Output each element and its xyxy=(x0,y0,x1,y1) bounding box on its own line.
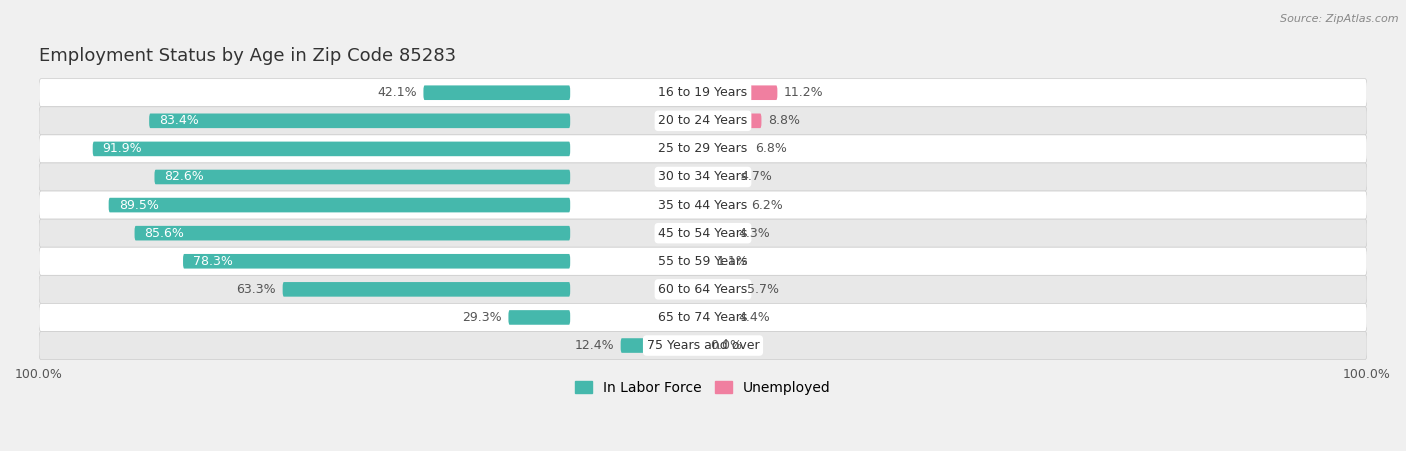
Text: 16 to 19 Years: 16 to 19 Years xyxy=(658,86,748,99)
FancyBboxPatch shape xyxy=(703,114,762,128)
Text: 29.3%: 29.3% xyxy=(463,311,502,324)
Text: 6.8%: 6.8% xyxy=(755,143,787,156)
FancyBboxPatch shape xyxy=(39,304,1367,331)
Text: 4.4%: 4.4% xyxy=(740,311,770,324)
FancyBboxPatch shape xyxy=(703,85,778,100)
FancyBboxPatch shape xyxy=(149,114,571,128)
FancyBboxPatch shape xyxy=(39,78,1367,107)
FancyBboxPatch shape xyxy=(703,198,744,212)
FancyBboxPatch shape xyxy=(135,226,571,240)
Text: 11.2%: 11.2% xyxy=(785,86,824,99)
FancyBboxPatch shape xyxy=(155,170,571,184)
Text: 65 to 74 Years: 65 to 74 Years xyxy=(658,311,748,324)
FancyBboxPatch shape xyxy=(620,338,703,353)
Text: 35 to 44 Years: 35 to 44 Years xyxy=(658,198,748,212)
FancyBboxPatch shape xyxy=(703,142,748,156)
Text: 12.4%: 12.4% xyxy=(575,339,614,352)
FancyBboxPatch shape xyxy=(39,191,1367,219)
Text: Source: ZipAtlas.com: Source: ZipAtlas.com xyxy=(1281,14,1399,23)
Text: 25 to 29 Years: 25 to 29 Years xyxy=(658,143,748,156)
Text: 30 to 34 Years: 30 to 34 Years xyxy=(658,170,748,184)
Text: 60 to 64 Years: 60 to 64 Years xyxy=(658,283,748,296)
Legend: In Labor Force, Unemployed: In Labor Force, Unemployed xyxy=(569,375,837,400)
Text: 75 Years and over: 75 Years and over xyxy=(647,339,759,352)
FancyBboxPatch shape xyxy=(183,254,571,268)
Text: 0.0%: 0.0% xyxy=(710,339,741,352)
Text: 82.6%: 82.6% xyxy=(165,170,204,184)
FancyBboxPatch shape xyxy=(423,85,571,100)
FancyBboxPatch shape xyxy=(703,282,741,297)
FancyBboxPatch shape xyxy=(703,310,733,325)
FancyBboxPatch shape xyxy=(39,331,1367,359)
FancyBboxPatch shape xyxy=(39,219,1367,247)
Text: 78.3%: 78.3% xyxy=(193,255,233,268)
FancyBboxPatch shape xyxy=(93,142,571,156)
Text: 8.8%: 8.8% xyxy=(768,114,800,127)
Text: Employment Status by Age in Zip Code 85283: Employment Status by Age in Zip Code 852… xyxy=(39,46,456,64)
Text: 4.3%: 4.3% xyxy=(738,227,770,239)
Text: 1.1%: 1.1% xyxy=(717,255,749,268)
Text: 6.2%: 6.2% xyxy=(751,198,783,212)
Text: 91.9%: 91.9% xyxy=(103,143,142,156)
Text: 45 to 54 Years: 45 to 54 Years xyxy=(658,227,748,239)
Text: 55 to 59 Years: 55 to 59 Years xyxy=(658,255,748,268)
FancyBboxPatch shape xyxy=(39,163,1367,191)
Text: 20 to 24 Years: 20 to 24 Years xyxy=(658,114,748,127)
Text: 83.4%: 83.4% xyxy=(159,114,198,127)
Text: 4.7%: 4.7% xyxy=(741,170,773,184)
FancyBboxPatch shape xyxy=(39,275,1367,304)
FancyBboxPatch shape xyxy=(703,226,731,240)
FancyBboxPatch shape xyxy=(39,107,1367,135)
FancyBboxPatch shape xyxy=(703,254,710,268)
Text: 42.1%: 42.1% xyxy=(377,86,416,99)
FancyBboxPatch shape xyxy=(108,198,571,212)
Text: 85.6%: 85.6% xyxy=(145,227,184,239)
FancyBboxPatch shape xyxy=(39,247,1367,275)
FancyBboxPatch shape xyxy=(703,170,734,184)
Text: 63.3%: 63.3% xyxy=(236,283,276,296)
FancyBboxPatch shape xyxy=(39,135,1367,163)
Text: 5.7%: 5.7% xyxy=(748,283,779,296)
FancyBboxPatch shape xyxy=(509,310,571,325)
FancyBboxPatch shape xyxy=(283,282,571,297)
Text: 89.5%: 89.5% xyxy=(118,198,159,212)
